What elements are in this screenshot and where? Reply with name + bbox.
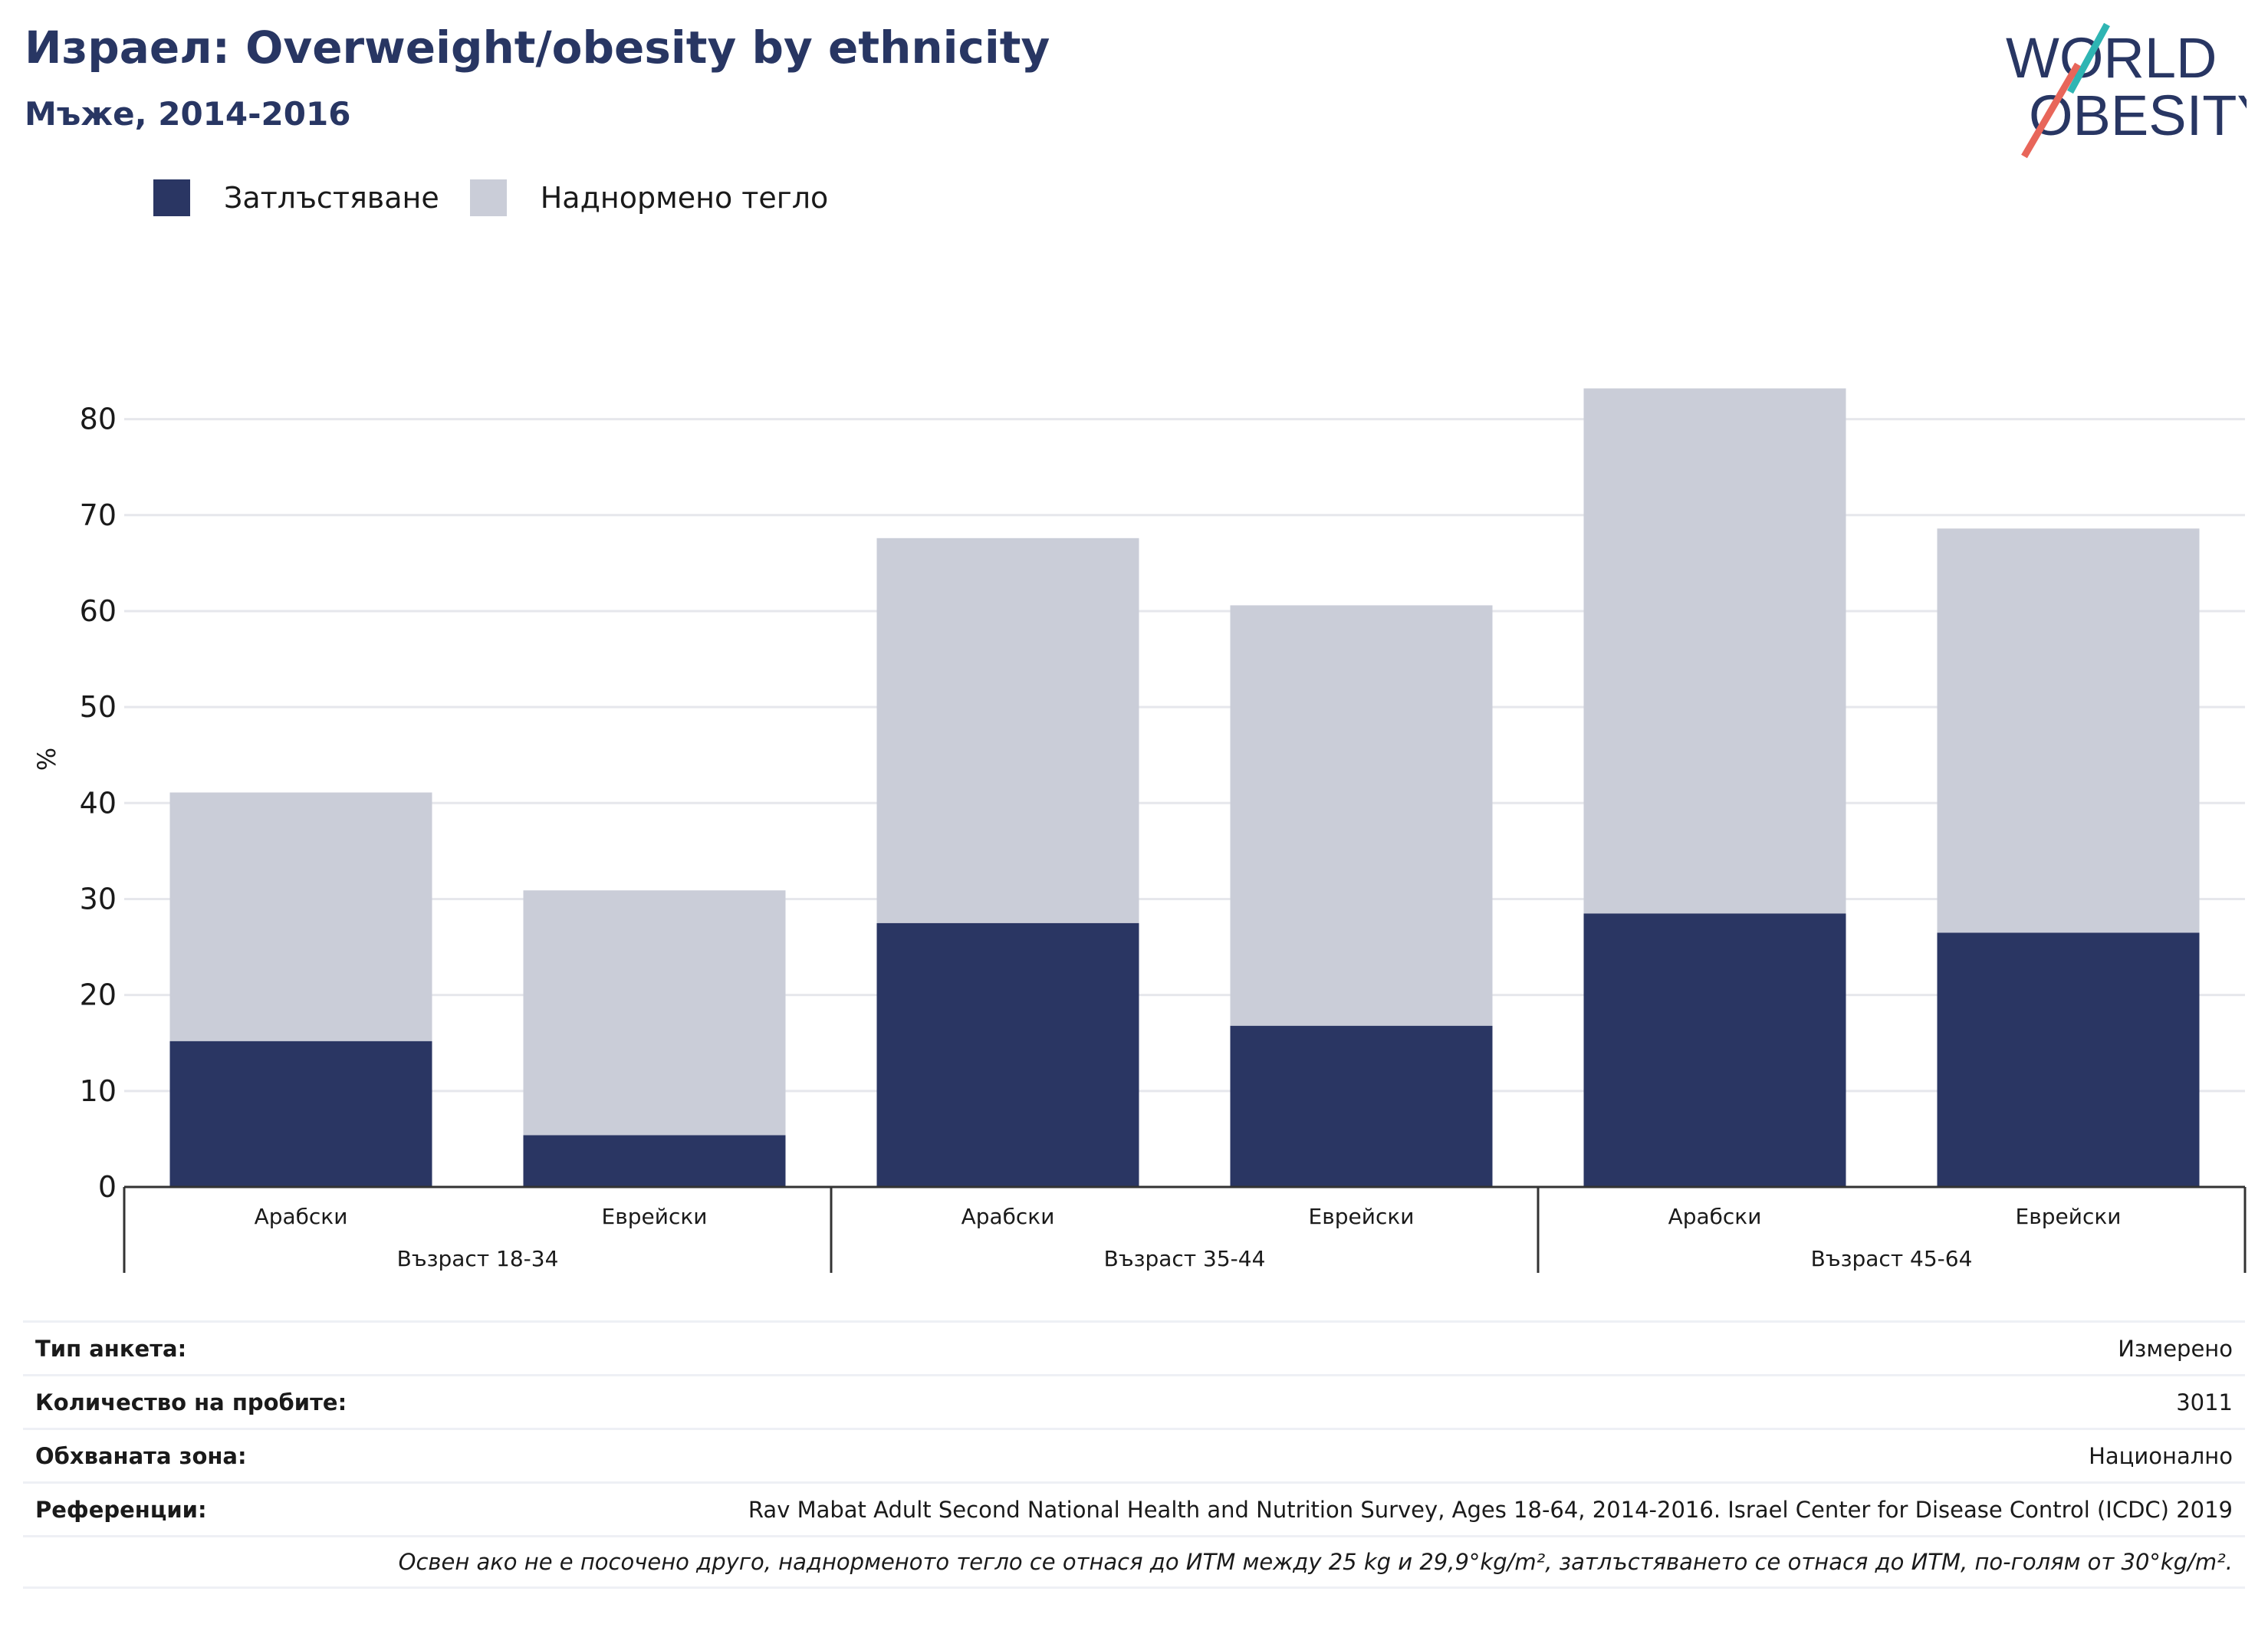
stacked-bar-chart: 0 10 20 30 40 50 60 70 80% Арабски Еврейски Арабски…	[32, 388, 2247, 1273]
info-row-area-covered: Обхваната зона: Национално	[23, 1428, 2245, 1481]
y-tick-label: 40	[80, 786, 117, 820]
y-tick-label: 80	[80, 403, 117, 436]
logo-line-2: OBESITY	[2029, 84, 2247, 147]
group-label: Възраст 18-34	[397, 1246, 559, 1271]
x-tick-label: Арабски	[1668, 1204, 1762, 1229]
y-tick-label: 50	[80, 690, 117, 724]
legend-swatch-obesity	[153, 179, 190, 216]
info-row-references: Референции: Rav Mabat Adult Second Natio…	[23, 1481, 2245, 1535]
bar-obesity	[876, 922, 1139, 1187]
bar-overweight	[1230, 605, 1493, 1026]
info-value-survey-type: Измерено	[2118, 1335, 2233, 1362]
bar-obesity	[523, 1135, 786, 1187]
legend-swatch-overweight	[469, 179, 507, 216]
bar-obesity	[1230, 1025, 1493, 1187]
x-tick-label: Еврейски	[602, 1204, 708, 1229]
y-tick-label: 60	[80, 594, 117, 628]
bar-overweight	[169, 792, 432, 1041]
info-label-survey-type: Тип анкета:	[35, 1335, 187, 1362]
chart-legend: Затлъстяване Наднормено тегло	[153, 178, 859, 218]
info-row-survey-type: Тип анкета: Измерено	[23, 1320, 2245, 1374]
bar-obesity	[169, 1041, 432, 1187]
info-row-note: Освен ако не е посочено друго, наднормен…	[23, 1535, 2245, 1589]
definition-note: Освен ако не е посочено друго, наднормен…	[398, 1549, 2233, 1575]
y-axis-label: %	[32, 748, 61, 771]
group-label: Възраст 35-44	[1104, 1246, 1266, 1271]
x-tick-label: Арабски	[961, 1204, 1055, 1229]
x-tick-label: Еврейски	[1309, 1204, 1415, 1229]
info-value-references: Rav Mabat Adult Second National Health a…	[748, 1496, 2233, 1523]
world-obesity-logo: WORLD OBESITY	[2006, 22, 2247, 159]
y-tick-label: 0	[98, 1170, 117, 1204]
bar-overweight	[1937, 528, 2200, 933]
y-tick-label: 70	[80, 498, 117, 532]
logo-line-1: WORLD	[2006, 26, 2217, 90]
survey-info-table: Тип анкета: Измерено Количество на проби…	[23, 1320, 2245, 1589]
bar-overweight	[876, 538, 1139, 923]
group-label: Възраст 45-64	[1811, 1246, 1973, 1271]
y-tick-label: 10	[80, 1074, 117, 1108]
legend-item-obesity: Затлъстяване	[153, 179, 439, 216]
info-value-sample-size: 3011	[2176, 1389, 2233, 1415]
info-row-sample-size: Количество на пробите: 3011	[23, 1374, 2245, 1428]
bar-obesity	[1583, 913, 1846, 1187]
x-tick-label: Арабски	[255, 1204, 348, 1229]
x-tick-label: Еврейски	[2016, 1204, 2122, 1229]
info-label-references: Референции:	[35, 1496, 207, 1523]
legend-item-overweight: Наднормено тегло	[469, 179, 829, 216]
legend-label-obesity: Затлъстяване	[224, 181, 439, 215]
legend-label-overweight: Наднормено тегло	[540, 181, 829, 215]
bar-overweight	[523, 890, 786, 1136]
y-tick-label: 30	[80, 882, 117, 916]
info-label-area-covered: Обхваната зона:	[35, 1442, 247, 1469]
info-label-sample-size: Количество на пробите:	[35, 1389, 347, 1415]
page-subtitle: Мъже, 2014-2016	[25, 95, 351, 133]
logo-coral-stroke	[2021, 62, 2081, 159]
info-value-area-covered: Национално	[2089, 1442, 2233, 1469]
logo-teal-stroke	[2067, 22, 2110, 94]
y-tick-label: 20	[80, 978, 117, 1012]
bar-obesity	[1937, 932, 2200, 1187]
bar-overweight	[1583, 388, 1846, 914]
page-title: Израел: Overweight/obesity by ethnicity	[25, 21, 1050, 74]
